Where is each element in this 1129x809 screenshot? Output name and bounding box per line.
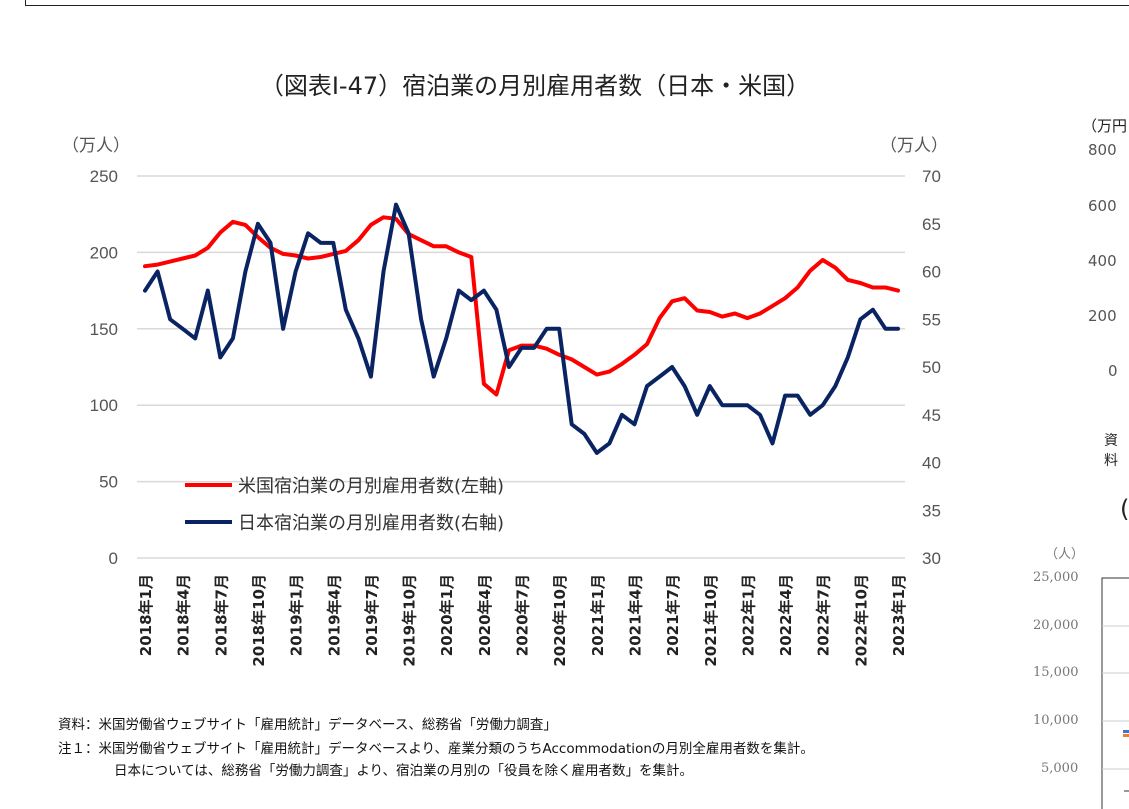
y-tick-right: 70	[922, 167, 941, 186]
x-tick-label: 2022年7月	[815, 574, 833, 656]
side-tick: 600	[1088, 197, 1117, 215]
y-axis-label-left: （万人）	[62, 136, 130, 156]
note-1-continued: 日本については、総務省「労働力調査」より、宿泊業の月別の「役員を除く雇用者数」を…	[114, 763, 694, 779]
side-unit: （人）	[1045, 547, 1085, 562]
side-tick: 15,000	[1033, 665, 1079, 680]
x-tick-label: 2022年4月	[777, 574, 795, 656]
legend-label: 日本宿泊業の月別雇用者数(右軸)	[238, 513, 504, 534]
side-tick: 25,000	[1033, 570, 1079, 585]
side-tick: 0	[1108, 362, 1118, 380]
side-tick: 400	[1088, 252, 1117, 270]
x-tick-label: 2020年10月	[551, 574, 569, 667]
x-tick-label: 2019年10月	[401, 574, 419, 667]
x-tick-label: 2021年4月	[626, 574, 644, 656]
x-tick-label: 2021年10月	[702, 574, 720, 667]
y-tick-right: 35	[922, 501, 941, 520]
x-tick-label: 2019年1月	[288, 574, 306, 656]
y-tick-right: 60	[922, 263, 941, 282]
note-1: 注１：米国労働省ウェブサイト「雇用統計」データベースより、産業分類のうちAcco…	[58, 741, 814, 757]
y-axis-label-right: （万人）	[880, 136, 948, 156]
side-tick: 200	[1088, 307, 1117, 325]
side-source: 資料	[1104, 433, 1118, 469]
y-tick-right: 45	[922, 406, 941, 425]
x-tick-label: 2023年1月	[890, 574, 908, 656]
y-tick-left: 0	[109, 549, 118, 568]
side-tick: 20,000	[1033, 618, 1079, 633]
x-tick-label: 2022年1月	[739, 574, 757, 656]
x-tick-label: 2018年4月	[175, 574, 193, 656]
y-tick-right: 30	[922, 549, 941, 568]
y-tick-right: 55	[922, 310, 941, 329]
x-tick-label: 2018年7月	[212, 574, 230, 656]
y-tick-left: 50	[99, 473, 118, 492]
previous-section-box	[25, 0, 1129, 6]
y-tick-right: 50	[922, 358, 941, 377]
x-tick-label: 2019年4月	[325, 574, 343, 656]
y-tick-right: 65	[922, 215, 941, 234]
x-tick-label: 2020年4月	[476, 574, 494, 656]
side-tick: 5,000	[1041, 761, 1079, 776]
legend-label: 米国宿泊業の月別雇用者数(左軸)	[238, 476, 504, 497]
x-tick-label: 2018年10月	[250, 574, 268, 667]
x-tick-label: 2021年7月	[664, 574, 682, 656]
side-title: (	[1120, 495, 1129, 523]
chart-title: （図表Ⅰ-47）宿泊業の月別雇用者数（日本・米国）	[259, 72, 811, 100]
y-tick-left: 250	[90, 167, 118, 186]
y-tick-right: 40	[922, 454, 941, 473]
x-tick-label: 2022年10月	[852, 574, 870, 667]
y-tick-left: 100	[90, 396, 118, 415]
x-tick-label: 2021年1月	[589, 574, 607, 656]
side-chart-unit: （万円	[1082, 117, 1128, 135]
side-tick: 10,000	[1033, 713, 1079, 728]
x-tick-label: 2019年7月	[363, 574, 381, 656]
side-tick: 800	[1088, 141, 1117, 159]
source-note: 資料：米国労働省ウェブサイト「雇用統計」データベース、総務省「労働力調査」	[58, 717, 557, 733]
x-tick-label: 2018年1月	[137, 574, 155, 656]
y-tick-left: 200	[90, 243, 118, 262]
x-tick-label: 2020年7月	[514, 574, 532, 656]
y-tick-left: 150	[90, 320, 118, 339]
x-tick-label: 2020年1月	[438, 574, 456, 656]
